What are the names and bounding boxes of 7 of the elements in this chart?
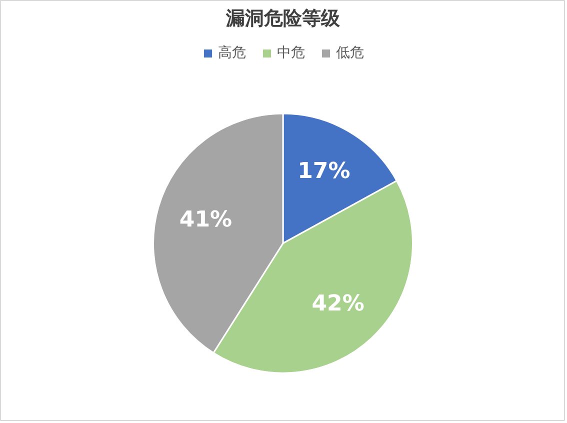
data-label: 41% [179, 208, 232, 233]
data-label: 42% [312, 292, 364, 317]
legend-label: 高危 [218, 44, 246, 62]
chart-title: 漏洞危险等级 [225, 8, 341, 30]
legend-label: 低危 [336, 44, 364, 62]
legend-label: 中危 [277, 44, 305, 62]
data-label: 17% [298, 158, 350, 184]
